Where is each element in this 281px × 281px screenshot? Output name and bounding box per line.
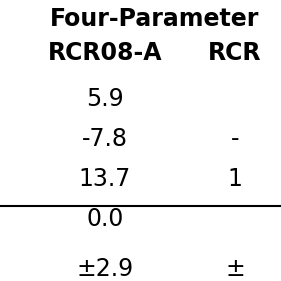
Text: ±: ± <box>225 257 245 281</box>
Text: Four-Parameter: Four-Parameter <box>50 7 260 31</box>
Text: RCR: RCR <box>208 41 262 65</box>
Text: ±2.9: ±2.9 <box>76 257 133 281</box>
Text: 13.7: 13.7 <box>79 167 131 191</box>
Text: -7.8: -7.8 <box>82 127 128 151</box>
Text: RCR08-A: RCR08-A <box>48 41 162 65</box>
Text: 5.9: 5.9 <box>86 87 124 111</box>
Text: 0.0: 0.0 <box>86 207 124 231</box>
Text: 1: 1 <box>228 167 243 191</box>
Text: -: - <box>231 127 239 151</box>
